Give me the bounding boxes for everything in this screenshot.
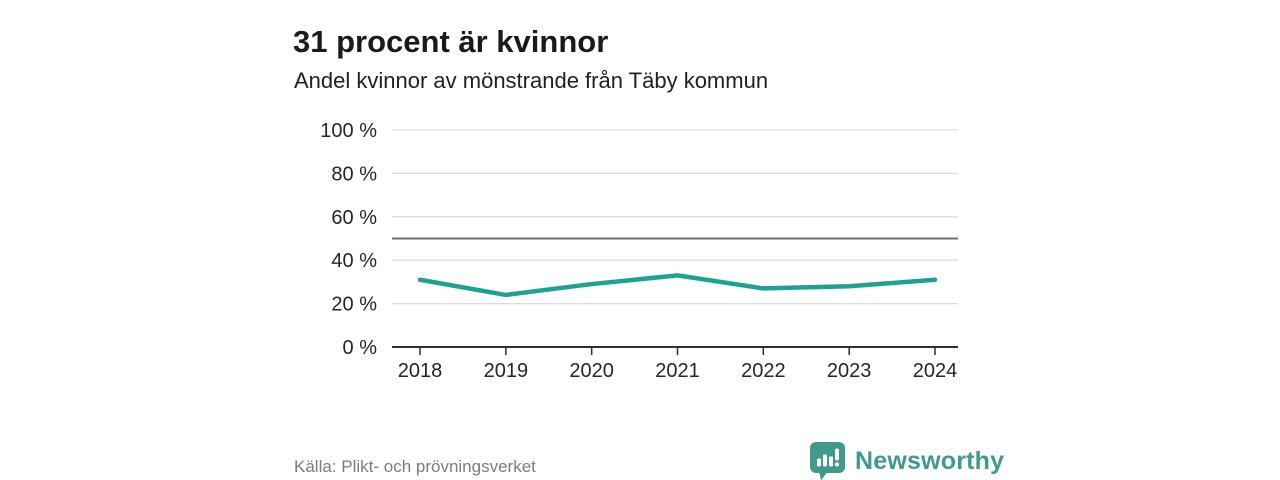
x-tick-label: 2022 <box>741 360 786 382</box>
y-tick-label: 80 % <box>331 163 377 185</box>
x-tick-label: 2023 <box>827 360 872 382</box>
chart-subtitle: Andel kvinnor av mönstrande från Täby ko… <box>294 68 769 93</box>
x-tick-label: 2019 <box>484 360 529 382</box>
x-tick-label: 2021 <box>655 360 700 382</box>
chart-title: 31 procent är kvinnor <box>293 23 609 59</box>
source-note: Källa: Plikt- och prövningsverket <box>294 457 536 476</box>
y-tick-label: 60 % <box>331 207 377 229</box>
y-tick-label: 100 % <box>320 120 377 142</box>
newsworthy-logo: Newsworthy <box>809 441 1004 480</box>
x-tick-label: 2024 <box>913 360 958 382</box>
x-tick-label: 2020 <box>569 360 614 382</box>
y-tick-label: 40 % <box>331 250 377 272</box>
data-line-andel-kvinnor <box>417 273 938 298</box>
newsworthy-logo-text: Newsworthy <box>855 446 1005 475</box>
y-tick-label: 20 % <box>331 294 377 316</box>
logo-bars <box>817 448 840 467</box>
newsworthy-logo-icon <box>810 442 845 480</box>
y-tick-label: 0 % <box>343 337 378 359</box>
x-tick-label: 2018 <box>398 360 443 382</box>
